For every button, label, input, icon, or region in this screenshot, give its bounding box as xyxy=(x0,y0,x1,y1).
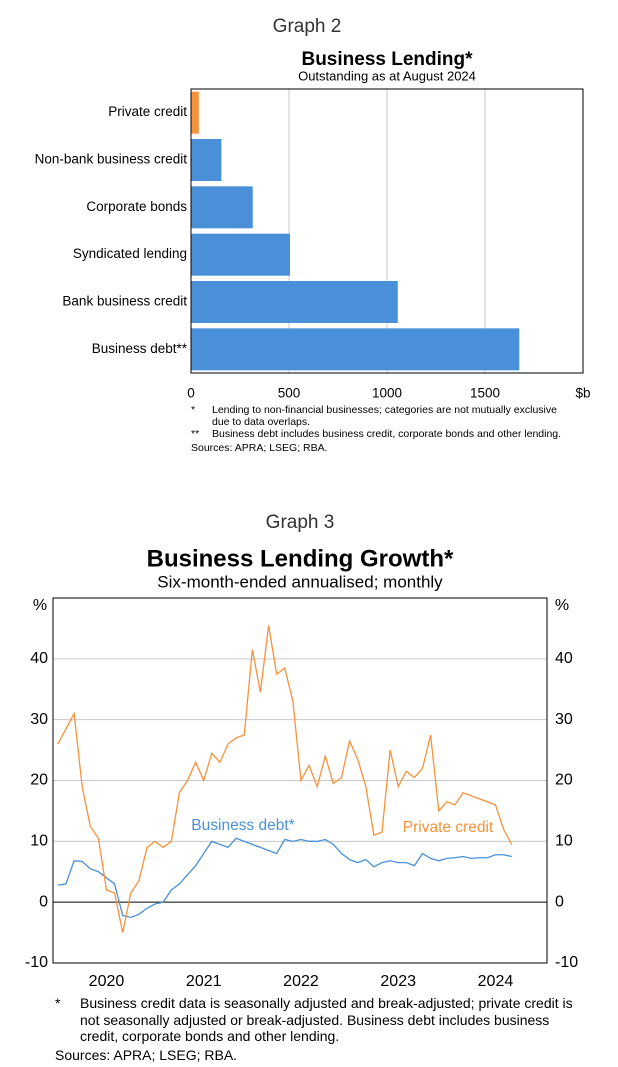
line-series xyxy=(57,837,512,919)
x-tick-label: 1000 xyxy=(372,386,402,400)
plot-frame xyxy=(190,88,584,374)
y-tick-label: Non-bank business credit xyxy=(35,152,188,167)
footnote: * Lending to non-financial businesses; ca… xyxy=(191,404,571,428)
footnote-marker: ** xyxy=(191,428,200,440)
x-tick-label: 1500 xyxy=(470,386,500,400)
line-series xyxy=(57,625,513,933)
y-unit: % xyxy=(33,597,47,614)
chart-title: Business Lending Growth* xyxy=(147,545,454,572)
x-tick-label: 2021 xyxy=(186,973,222,990)
y-tick-label: 20 xyxy=(30,772,48,789)
y-tick-label: -10 xyxy=(25,954,48,971)
y-tick-label: Business debt** xyxy=(92,341,188,356)
y2-tick-label: 20 xyxy=(555,772,573,789)
footnote-text: Business debt includes business credit, … xyxy=(212,428,562,440)
chart: Graph 2 Business Lending* Outstanding as… xyxy=(35,16,591,400)
bar xyxy=(191,139,222,181)
footnote-marker: * xyxy=(55,995,61,1011)
y-tick-label: Syndicated lending xyxy=(73,246,187,261)
series-label: Business debt* xyxy=(191,817,294,834)
graph-label: Graph 2 xyxy=(273,16,342,37)
y-tick-label: 0 xyxy=(39,893,48,910)
y-tick-label: Private credit xyxy=(108,104,187,119)
chart: Graph 3 Business Lending Growth* Six-mon… xyxy=(25,512,578,990)
x-unit: $b xyxy=(575,386,590,400)
bar xyxy=(191,91,199,134)
footnote: * Business credit data is seasonally adju… xyxy=(55,995,575,1045)
bar xyxy=(191,328,520,371)
sources: Sources: APRA; LSEG; RBA. xyxy=(55,1046,238,1063)
plot-frame xyxy=(52,597,548,964)
footnote: ** Business debt includes business credit… xyxy=(191,428,571,440)
footnote-marker: * xyxy=(191,404,196,416)
chart-subtitle: Outstanding as at August 2024 xyxy=(298,68,476,83)
y2-tick-label: -10 xyxy=(555,954,578,971)
y-tick-label: 10 xyxy=(30,833,48,850)
x-tick-label: 2024 xyxy=(478,973,514,990)
y-tick-label: Bank business credit xyxy=(62,294,187,309)
footnotes: * Business credit data is seasonally adju… xyxy=(55,995,575,1063)
bar xyxy=(191,233,290,276)
y2-tick-label: 40 xyxy=(555,650,573,667)
y2-tick-label: 0 xyxy=(555,893,564,910)
x-tick-label: 500 xyxy=(278,386,301,400)
bar xyxy=(191,186,253,229)
x-tick-label: 2023 xyxy=(380,973,416,990)
x-tick-label: 0 xyxy=(187,386,195,400)
sources: Sources: APRA; LSEG; RBA. xyxy=(191,442,328,454)
x-tick-label: 2022 xyxy=(283,973,319,990)
y-tick-label: 40 xyxy=(30,650,48,667)
x-tick-label: 2020 xyxy=(89,973,125,990)
y2-tick-label: 10 xyxy=(555,833,573,850)
y2-tick-label: 30 xyxy=(555,711,573,728)
graph-label: Graph 3 xyxy=(266,512,335,533)
chart-subtitle: Six-month-ended annualised; monthly xyxy=(157,572,443,591)
footnote-text: Business credit data is seasonally adjus… xyxy=(80,995,573,1044)
footnotes: * Lending to non-financial businesses; ca… xyxy=(191,404,571,454)
y-tick-label: Corporate bonds xyxy=(86,199,187,214)
series-label: Private credit xyxy=(403,819,494,836)
y2-unit: % xyxy=(555,597,569,614)
bar xyxy=(191,281,398,323)
chart-title: Business Lending* xyxy=(301,49,473,70)
y-tick-label: 30 xyxy=(30,711,48,728)
footnote-text: Lending to non-financial businesses; cat… xyxy=(212,404,557,428)
